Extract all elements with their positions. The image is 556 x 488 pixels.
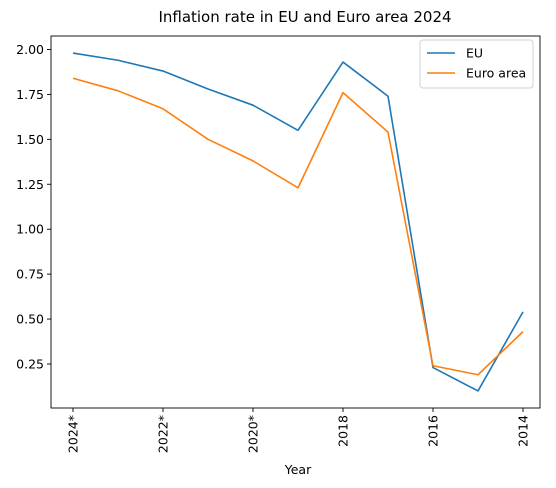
legend-label: EU (466, 46, 483, 61)
x-axis-label: Year (284, 462, 312, 477)
y-tick-label: 1.00 (16, 222, 44, 237)
y-tick-label: 0.25 (16, 356, 44, 371)
y-tick-label: 2.00 (16, 42, 44, 57)
x-tick-label: 2022* (156, 415, 171, 453)
x-tick-label: 2018 (336, 415, 351, 447)
x-tick-label: 2014 (516, 415, 531, 447)
series-line-eu (72, 52, 524, 392)
y-tick-label: 0.75 (16, 267, 44, 282)
y-tick-label: 1.25 (16, 177, 44, 192)
legend-label: Euro area (466, 66, 526, 81)
legend-box (419, 39, 534, 89)
y-tick-label: 1.50 (16, 132, 44, 147)
y-tick-label: 1.75 (16, 87, 44, 102)
x-tick-label: 2020* (246, 415, 261, 453)
x-tick-label: 2016 (426, 415, 441, 447)
plot-area (51, 36, 540, 408)
x-tick-label: 2024* (66, 415, 81, 453)
series-line-euro-area (72, 77, 524, 376)
legend: EU Euro area (419, 39, 534, 89)
chart-title: Inflation rate in EU and Euro area 2024 (158, 8, 451, 26)
plot-frame (50, 35, 541, 409)
y-tick-label: 0.50 (16, 312, 44, 327)
